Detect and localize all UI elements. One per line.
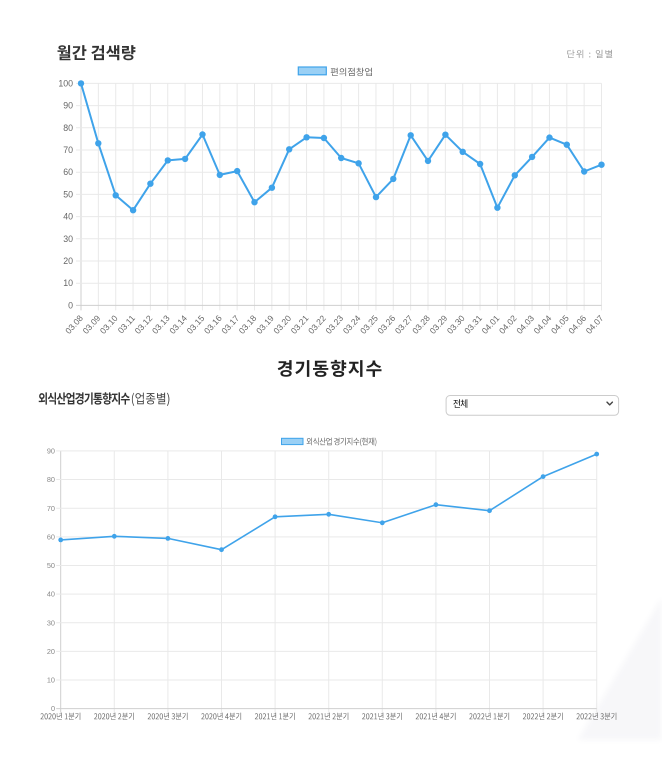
- svg-text:10: 10: [63, 278, 73, 288]
- svg-text:20: 20: [63, 256, 73, 266]
- svg-text:90: 90: [47, 447, 55, 456]
- svg-text:0: 0: [68, 300, 73, 310]
- svg-text:50: 50: [47, 561, 55, 570]
- svg-text:100: 100: [58, 78, 73, 88]
- svg-text:80: 80: [63, 123, 73, 133]
- svg-text:80: 80: [47, 475, 55, 484]
- svg-text:70: 70: [47, 504, 55, 513]
- svg-text:70: 70: [63, 145, 73, 155]
- svg-text:90: 90: [63, 101, 73, 111]
- svg-text:30: 30: [63, 234, 73, 244]
- svg-text:30: 30: [47, 618, 55, 627]
- svg-text:50: 50: [63, 189, 73, 199]
- svg-text:60: 60: [47, 532, 55, 541]
- svg-text:60: 60: [63, 167, 73, 177]
- svg-text:20: 20: [47, 647, 55, 656]
- svg-text:10: 10: [47, 676, 55, 685]
- svg-text:40: 40: [63, 212, 73, 222]
- svg-text:0: 0: [51, 704, 55, 713]
- svg-text:40: 40: [47, 590, 55, 599]
